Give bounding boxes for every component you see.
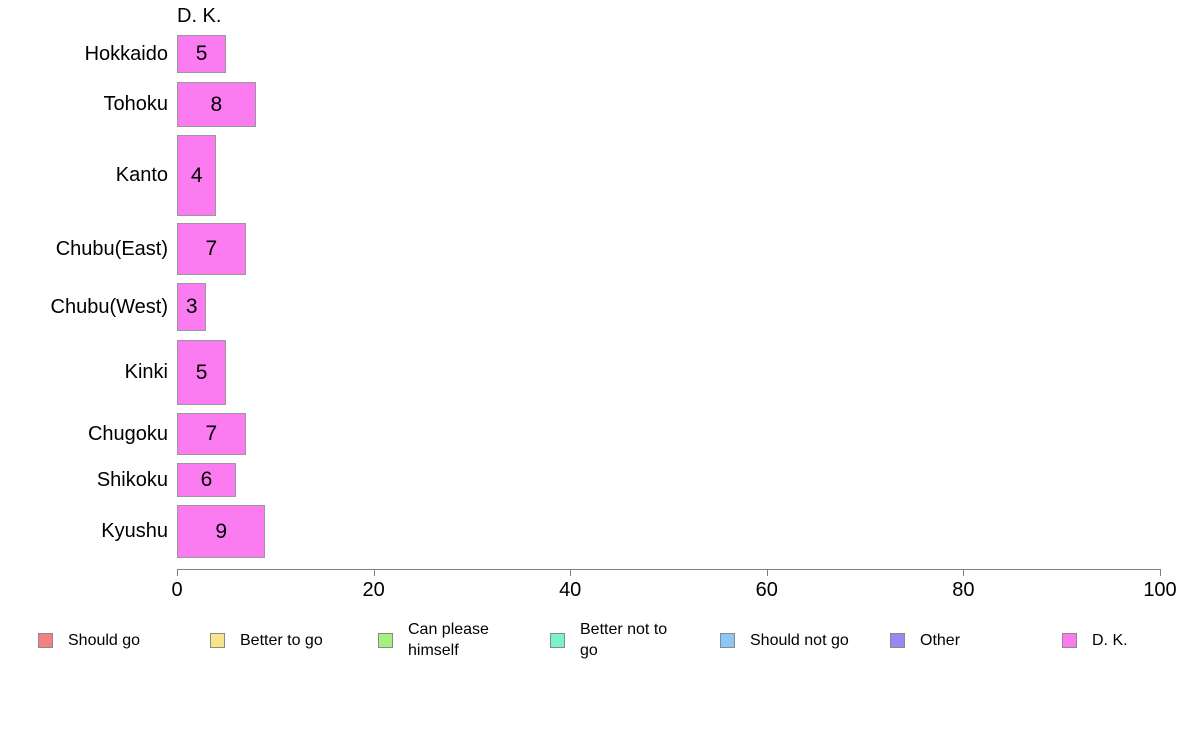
x-axis-tick — [570, 570, 572, 576]
x-axis-tick-label: 60 — [755, 579, 778, 601]
legend-label: Other — [920, 631, 961, 649]
legend-label: Should not go — [750, 631, 849, 649]
legend-swatch-should-not-go — [720, 632, 735, 648]
legend-item-d-k: D. K. — [1062, 617, 1128, 663]
legend-item-other: Other — [890, 617, 960, 663]
x-axis-tick-label: 0 — [171, 579, 183, 601]
bar-tohoku: 8 — [177, 82, 256, 127]
x-axis-tick — [1160, 570, 1161, 576]
legend-swatch-d-k — [1062, 632, 1077, 648]
bar-value-label: 3 — [185, 295, 198, 318]
legend-label: D. K. — [1092, 631, 1128, 649]
legend-swatch-should-go — [38, 632, 53, 648]
legend-swatch-can-please-himself — [378, 632, 393, 648]
category-label-hokkaido: Hokkaido — [84, 42, 168, 65]
bar-value-label: 7 — [205, 422, 218, 445]
legend-label: Can please himself — [408, 621, 489, 659]
x-axis-tick-label: 40 — [559, 579, 582, 601]
bar-shikoku: 6 — [177, 463, 236, 497]
bar-value-label: 5 — [195, 42, 208, 65]
bar-chubu-east: 7 — [177, 223, 246, 275]
bar-value-label: 5 — [195, 360, 208, 384]
category-label-kinki: Kinki — [124, 361, 168, 383]
bar-hokkaido: 5 — [177, 35, 227, 73]
category-label-tohoku: Tohoku — [103, 93, 169, 115]
x-axis-tick-label: 20 — [362, 579, 385, 601]
legend-item-should-go: Should go — [38, 617, 140, 663]
category-label-kanto: Kanto — [115, 164, 168, 186]
legend-swatch-better-to-go — [210, 632, 225, 648]
bar-value-label: 6 — [200, 468, 213, 491]
bar-chubu-west: 3 — [177, 283, 207, 331]
bar-value-label: 9 — [215, 519, 228, 543]
legend-label: Better not to go — [580, 621, 668, 659]
category-label-kyushu: Kyushu — [101, 520, 168, 542]
legend-item-better-not-to-go: Better not to go — [550, 617, 680, 663]
category-label-chubu-east: Chubu(East) — [55, 237, 168, 260]
bar-value-label: 7 — [205, 237, 218, 260]
category-label-shikoku: Shikoku — [96, 468, 168, 491]
category-label-chugoku: Chugoku — [87, 422, 168, 445]
legend: Should go Better to go Can please himself B… — [0, 617, 1188, 663]
bar-kinki: 5 — [177, 340, 227, 405]
legend-item-can-please-himself: Can please himself — [378, 617, 508, 663]
bar-value-label: 4 — [190, 163, 203, 187]
x-axis-tick-label: 80 — [952, 579, 975, 601]
legend-label: Better to go — [240, 631, 323, 649]
chart-title: D. K. — [177, 5, 222, 27]
legend-label: Should go — [68, 631, 141, 649]
x-axis-tick — [963, 570, 965, 576]
bar-value-label: 8 — [210, 92, 223, 116]
x-axis-line — [177, 569, 1161, 570]
x-axis-tick — [766, 570, 768, 576]
bar-chugoku: 7 — [177, 413, 246, 455]
legend-item-better-to-go: Better to go — [210, 617, 323, 663]
x-axis-tick-label: 100 — [1143, 579, 1177, 601]
x-axis-tick — [373, 570, 375, 576]
bar-kanto: 4 — [177, 135, 217, 216]
bar-kyushu: 9 — [177, 505, 266, 558]
legend-swatch-other — [890, 632, 905, 648]
legend-swatch-better-not-to-go — [550, 632, 565, 648]
category-label-chubu-west: Chubu(West) — [50, 295, 168, 318]
legend-item-should-not-go: Should not go — [720, 617, 849, 663]
x-axis-tick — [177, 570, 178, 576]
